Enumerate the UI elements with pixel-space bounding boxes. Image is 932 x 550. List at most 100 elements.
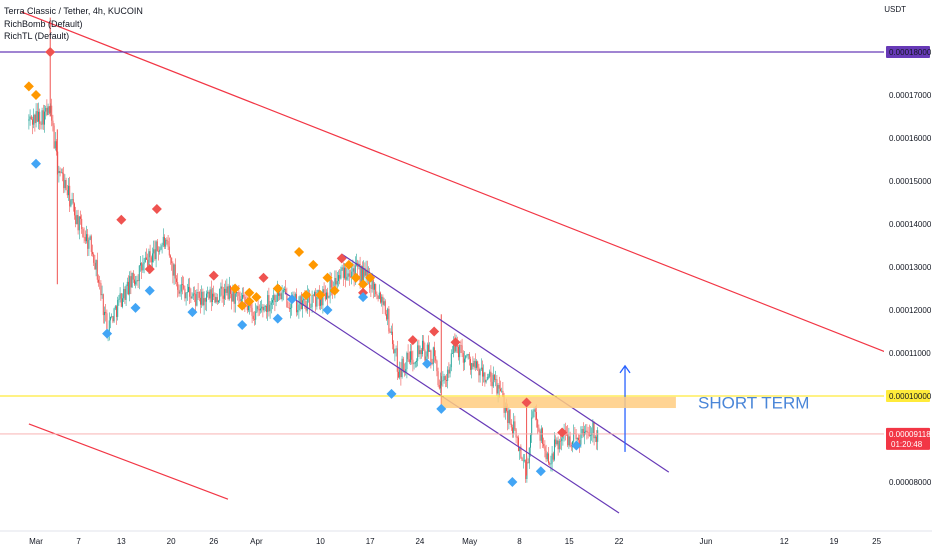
candle-body (214, 296, 216, 303)
candle-body (58, 170, 60, 174)
bull-signal-marker (286, 294, 297, 305)
candle-body (378, 292, 380, 299)
candle-body (415, 360, 417, 362)
time-tick-label: Mar (29, 537, 43, 546)
candle-body (191, 296, 193, 299)
candle-body (437, 371, 439, 386)
candle-body (383, 301, 385, 305)
candle-body (327, 292, 329, 298)
candle-body (70, 200, 72, 207)
candle-body (419, 350, 421, 355)
candle-body (461, 345, 463, 354)
candle-body (521, 457, 523, 461)
candle-body (31, 119, 33, 125)
candle-body (163, 236, 165, 247)
candle-body (532, 411, 534, 418)
candle-body (430, 350, 432, 363)
candle-body (427, 344, 429, 352)
candle-body (552, 453, 554, 460)
neutral-signal-marker (31, 90, 41, 100)
candle-body (575, 433, 577, 440)
candle-body (535, 412, 537, 420)
bear-signal-marker (144, 264, 155, 275)
symbol-title[interactable]: Terra Classic / Tether, 4h, KUCOIN (4, 6, 143, 16)
bull-signal-marker (144, 285, 155, 296)
candle-body (262, 306, 264, 311)
candle-body (144, 257, 146, 263)
candle-body (227, 286, 229, 300)
candle-body (474, 360, 476, 368)
candle-body (187, 286, 189, 293)
price-tick-label: 0.00016000 (889, 134, 932, 143)
candle-body (569, 436, 571, 447)
candle-body (238, 292, 240, 297)
candle-body (288, 307, 290, 309)
candle-body (282, 289, 284, 293)
candle-body (478, 367, 480, 376)
candle-body (124, 288, 126, 300)
candle-body (449, 367, 451, 374)
candle-body (519, 446, 521, 451)
candle-body (142, 264, 144, 271)
candle-body (379, 292, 381, 303)
candle-body (399, 369, 401, 378)
candle-body (330, 279, 332, 288)
candle-body (413, 363, 415, 365)
candle-body (546, 453, 548, 460)
candle-body (448, 369, 450, 374)
candle-body (538, 427, 540, 432)
candle-body (595, 436, 597, 442)
time-tick-label: May (462, 537, 477, 546)
candle-body (253, 318, 255, 320)
candle-body (261, 306, 263, 309)
candle-body (477, 361, 479, 368)
bear-signal-marker (336, 253, 347, 264)
candle-body (377, 295, 379, 299)
candle-body (491, 381, 493, 387)
candle-body (192, 293, 194, 297)
price-axis[interactable]: 0.00017000 0.00016000 0.00015000 0.00014000… (884, 0, 932, 550)
candle-body (529, 435, 531, 448)
candle-body (66, 190, 68, 196)
candle-body (462, 353, 464, 363)
candle-body (141, 262, 143, 271)
time-axis[interactable]: Mar 7 13 20 26 Apr 10 17 24 May 8 15 22 Jun 12 19 25 (0, 530, 932, 550)
candle-body (352, 268, 354, 272)
candle-body (180, 284, 182, 292)
candle-body (407, 352, 409, 360)
time-tick-label: 20 (167, 537, 176, 546)
candle-body (145, 257, 147, 260)
candle-body (207, 292, 209, 294)
candle-body (54, 141, 56, 149)
bear-signal-marker (450, 337, 461, 348)
candle-body (319, 294, 321, 306)
candle-body (388, 308, 390, 332)
candle-body (94, 262, 96, 270)
candle-body (594, 436, 596, 439)
candle-body (228, 285, 230, 300)
candle-body (401, 358, 403, 377)
candle-body (463, 358, 465, 363)
candle-body (175, 278, 177, 283)
indicator-richbomb[interactable]: RichBomb (Default) (4, 18, 83, 29)
candle-body (69, 185, 71, 207)
candle-body (216, 297, 218, 303)
candle-body (245, 302, 247, 306)
candle-body (359, 264, 361, 284)
currency-label: USDT (884, 5, 906, 14)
candle-body (208, 292, 210, 299)
candle-body (309, 293, 311, 308)
candle-body (275, 301, 277, 302)
candle-body (328, 296, 330, 298)
candle-body (83, 236, 85, 238)
candle-body (41, 110, 43, 125)
candle-body (126, 281, 128, 287)
candle-body (173, 264, 175, 276)
indicator-richtl[interactable]: RichTL (Default) (4, 31, 70, 41)
candle-body (421, 340, 423, 355)
candle-body (53, 125, 55, 149)
price-tick-label: 0.00014000 (889, 220, 932, 229)
candle-body (87, 234, 89, 249)
candle-body (486, 377, 488, 380)
